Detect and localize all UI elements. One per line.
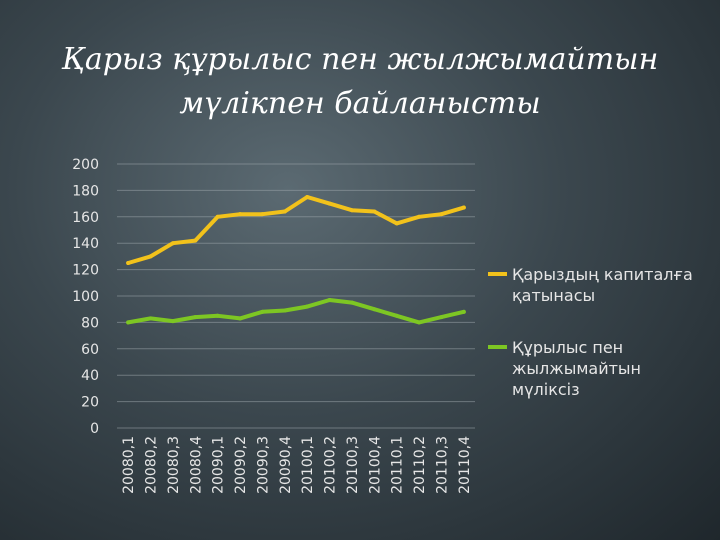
series-1-line	[126, 195, 466, 265]
series-1-point	[439, 212, 444, 217]
series-2-line	[126, 298, 466, 325]
x-tick-label: 20080,1	[121, 436, 137, 494]
y-tick-label: 20	[81, 395, 99, 411]
x-tick-label: 20100,2	[323, 436, 339, 494]
series-1-point	[193, 238, 198, 243]
series-1-point	[349, 208, 354, 213]
slide-title: Қарыз құрылыс пен жылжымайтын мүлікпен б…	[0, 38, 720, 126]
series-2-point	[282, 308, 287, 313]
series-2-point	[170, 319, 175, 324]
series-1-point	[394, 221, 399, 226]
series-1-point	[461, 205, 466, 210]
series-2-point	[394, 313, 399, 318]
x-tick-label: 20110,1	[390, 436, 406, 494]
x-tick-label: 20080,2	[144, 436, 160, 494]
slide-title-line-2: мүлікпен байланысты	[179, 86, 541, 121]
series-2-point	[417, 320, 422, 325]
slide-title-line-1: Қарыз құрылыс пен жылжымайтын	[61, 42, 659, 77]
legend-label-series-2: жылжымайтын	[512, 359, 641, 378]
series-1-point	[372, 209, 377, 214]
legend-label-series-2: Құрылыс пен	[512, 338, 623, 357]
series-1-point	[215, 214, 220, 219]
series-1-point	[282, 209, 287, 214]
series-1-point	[327, 201, 332, 206]
x-tick-label: 20110,4	[457, 436, 473, 494]
x-tick-label: 20080,3	[166, 436, 182, 494]
series-1-point	[305, 195, 310, 199]
y-tick-label: 120	[72, 263, 99, 279]
x-tick-label: 20090,1	[211, 436, 227, 494]
legend-label-series-1: Қарыздың капиталға	[512, 265, 693, 284]
y-tick-label: 60	[81, 342, 99, 358]
x-tick-label: 20090,3	[255, 436, 271, 494]
series-2-point	[148, 316, 153, 321]
series-2-point	[327, 297, 332, 302]
series-1-point	[170, 241, 175, 246]
x-tick-label: 20110,2	[412, 436, 428, 494]
x-tick-label: 20100,3	[345, 436, 361, 494]
series-2-point	[260, 309, 265, 314]
y-tick-label: 180	[72, 183, 99, 199]
series-1-point	[260, 212, 265, 217]
y-tick-label: 80	[81, 315, 99, 331]
legend-label-series-1: қатынасы	[512, 286, 595, 305]
series-2-point	[349, 300, 354, 305]
x-tick-label: 20090,4	[278, 436, 294, 494]
x-tick-label: 20080,4	[188, 436, 204, 494]
legend: Қарыздың капиталға қатынасы Құрылыс пен жыл…	[488, 265, 693, 399]
series-2-point	[305, 304, 310, 309]
series-1-point	[417, 214, 422, 219]
series-2-point	[193, 315, 198, 320]
series-2-point	[461, 309, 466, 314]
series-2-point	[439, 315, 444, 320]
series-2-point	[126, 320, 131, 325]
y-tick-label: 0	[90, 421, 99, 437]
series-2-point	[215, 313, 220, 318]
series-1-point	[126, 261, 131, 265]
legend-label-series-2: мүліксіз	[512, 380, 580, 399]
y-axis-tick-labels: 0 20 40 60 80 100 120 140 160 180 200	[72, 157, 99, 437]
y-tick-label: 100	[72, 289, 99, 305]
series-lines	[126, 195, 466, 325]
x-tick-label: 20100,1	[300, 436, 316, 494]
x-tick-label: 20090,2	[233, 436, 249, 494]
series-1-point	[148, 254, 153, 259]
y-tick-label: 200	[72, 157, 99, 173]
series-2-point	[372, 307, 377, 312]
series-2-point	[238, 316, 243, 321]
y-tick-label: 160	[72, 210, 99, 226]
x-axis-tick-labels: 20080,1 20080,2 20080,3 20080,4 20090,1 20090…	[121, 436, 473, 494]
x-tick-label: 20100,4	[367, 436, 383, 494]
y-tick-label: 40	[81, 368, 99, 384]
y-tick-label: 140	[72, 236, 99, 252]
series-1-point	[238, 212, 243, 217]
x-tick-label: 20110,3	[434, 436, 450, 494]
